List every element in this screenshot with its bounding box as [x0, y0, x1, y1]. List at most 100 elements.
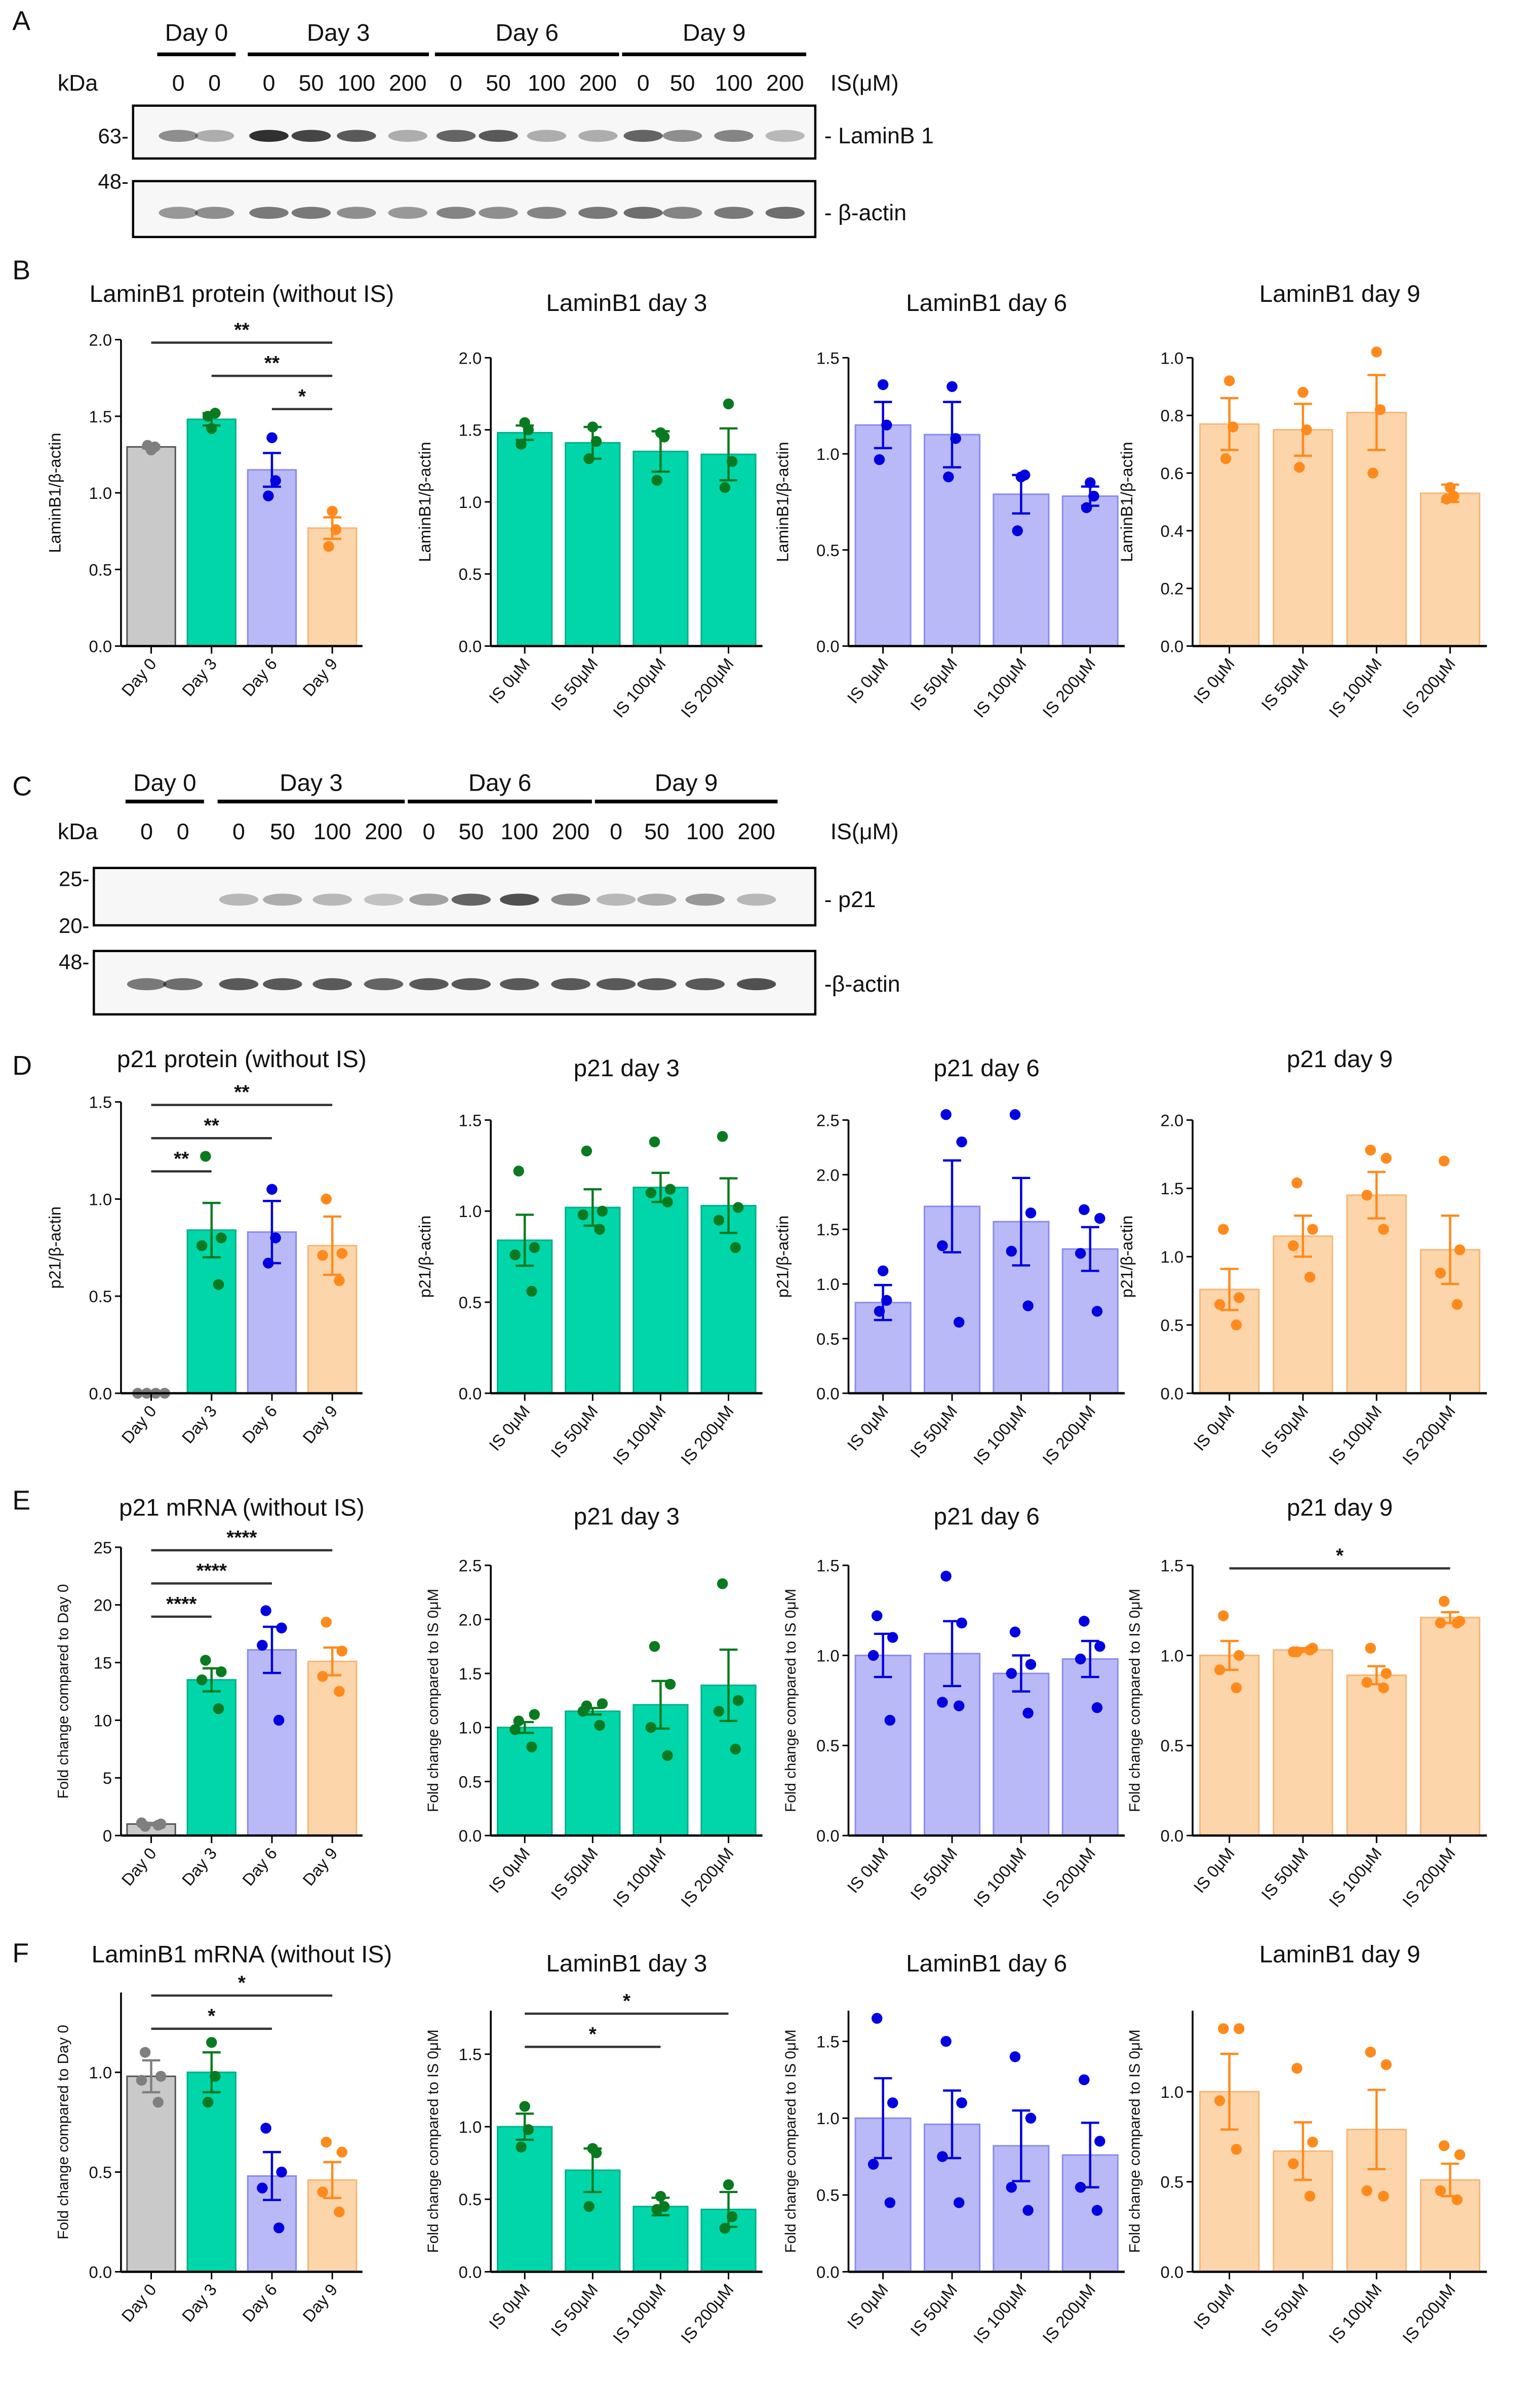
bar: [1273, 1649, 1333, 1836]
significance-label: **: [204, 1115, 220, 1137]
data-point: [874, 454, 885, 465]
panel-label-c: C: [12, 771, 32, 802]
x-tick-label: IS 200μM: [677, 654, 737, 721]
x-tick-label: IS 50μM: [906, 1401, 961, 1461]
data-point: [590, 436, 602, 447]
data-point: [200, 1151, 211, 1162]
data-point: [1022, 1300, 1034, 1311]
data-point: [1009, 2051, 1021, 2062]
band: [662, 207, 702, 219]
y-tick-label: 1.5: [816, 348, 840, 367]
band: [623, 207, 663, 219]
bar-group: [854, 1265, 912, 1394]
data-point: [726, 456, 738, 467]
chart-title: LaminB1 day 6: [906, 290, 1067, 317]
chart-b3: LaminB1 day 6 0.0 0.5 1.0 1.5 LaminB1/β-actin…: [773, 290, 1125, 721]
data-point: [1231, 2143, 1242, 2155]
band: [219, 978, 259, 991]
bar: [565, 1206, 621, 1394]
data-point: [1438, 2140, 1450, 2152]
data-point: [719, 482, 731, 493]
band: [596, 893, 636, 906]
data-point: [152, 2096, 164, 2108]
y-tick-label: 0.0: [816, 1826, 840, 1845]
bar: [1061, 2154, 1119, 2273]
data-point: [1094, 2135, 1105, 2147]
data-point: [1006, 2181, 1017, 2193]
y-tick-label: 0.0: [1161, 2262, 1184, 2281]
x-tick-label: IS 100μM: [609, 1844, 669, 1911]
y-tick-label: 0.5: [459, 1772, 482, 1791]
lane-label: 0: [263, 71, 275, 96]
band: [578, 130, 618, 142]
chart-e4: p21 day 9 0.0 0.5 1.0 1.5 Fold change compare…: [1127, 1494, 1487, 1910]
y-axis-label: Fold change compared to IS 0μM: [425, 1589, 442, 1812]
y-tick-label: 1.0: [816, 1646, 840, 1665]
band: [163, 978, 203, 991]
unit-label: IS(μM): [831, 819, 899, 844]
bar-group: [1061, 1616, 1119, 1836]
x-tick-label: IS 200μM: [1039, 654, 1099, 721]
x-tick-label: IS 50μM: [906, 1844, 961, 1904]
data-point: [1233, 1650, 1245, 1661]
band: [736, 893, 776, 906]
x-tick-label: IS 100μM: [970, 654, 1030, 721]
band: [263, 978, 302, 991]
data-point: [1435, 1617, 1446, 1629]
y-tick-label: 1.0: [89, 1190, 112, 1208]
bar-group: [565, 1698, 621, 1836]
data-point: [257, 2182, 268, 2194]
band: [312, 978, 352, 991]
significance-label: *: [589, 2023, 597, 2045]
y-tick-label: 1.0: [816, 2109, 840, 2128]
data-point: [887, 2097, 898, 2108]
bar-group: [126, 2047, 176, 2273]
y-tick-label: 1.0: [89, 2063, 112, 2082]
data-point: [732, 1695, 744, 1706]
data-point: [330, 524, 342, 535]
band: [527, 130, 567, 142]
x-tick-label: Day 6: [239, 1844, 281, 1889]
bar-group: [126, 440, 176, 647]
x-tick-label: IS 0μM: [843, 1844, 891, 1897]
x-tick-label: Day 3: [178, 1844, 220, 1889]
day-header: Day 3: [307, 19, 370, 46]
chart-title: LaminB1 protein (without IS): [90, 281, 394, 307]
data-point: [1304, 1645, 1316, 1656]
lane-label: 0: [208, 71, 221, 96]
data-point: [1451, 2194, 1463, 2205]
kda-marker: 48-: [59, 950, 89, 973]
data-point: [881, 1295, 892, 1306]
bar-group: [854, 379, 912, 647]
x-tick-label: IS 100μM: [1325, 654, 1386, 721]
bar-group: [700, 2179, 757, 2273]
data-point: [723, 398, 734, 410]
data-point: [519, 2101, 530, 2112]
band: [479, 130, 518, 142]
x-tick-label: IS 100μM: [609, 654, 669, 721]
x-tick-label: IS 50μM: [547, 1844, 601, 1904]
y-tick-label: 0.0: [816, 637, 840, 656]
x-tick-label: IS 50μM: [1257, 2280, 1312, 2340]
data-point: [867, 1650, 879, 1661]
band-label: - LaminB 1: [824, 124, 934, 148]
data-point: [730, 1743, 741, 1755]
x-tick-label: IS 200μM: [1399, 2280, 1459, 2347]
kda-marker: 48-: [98, 170, 129, 193]
x-tick-label: IS 100μM: [609, 1401, 669, 1468]
data-point: [196, 1240, 208, 1252]
band: [127, 978, 167, 991]
significance-label: **: [174, 1148, 189, 1170]
chart-f3: LaminB1 day 6 0.0 0.5 1.0 1.5 Fold change com…: [782, 1950, 1125, 2347]
data-point: [937, 1697, 948, 1708]
bar-group: [1199, 375, 1260, 647]
x-tick-label: Day 3: [178, 2280, 220, 2325]
band: [479, 207, 518, 219]
x-tick-label: Day 9: [299, 2280, 341, 2325]
bar-group: [700, 1578, 757, 1836]
data-point: [1079, 1204, 1090, 1216]
data-point: [649, 1136, 660, 1148]
bar-group: [993, 1109, 1050, 1394]
data-point: [1451, 1299, 1463, 1310]
